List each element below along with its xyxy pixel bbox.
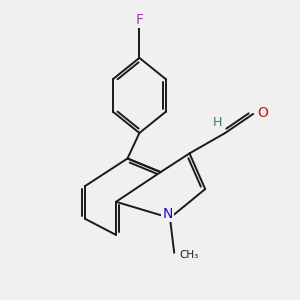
Text: N: N bbox=[163, 207, 173, 221]
Text: H: H bbox=[213, 116, 222, 129]
Text: O: O bbox=[257, 106, 268, 120]
Text: F: F bbox=[135, 13, 143, 27]
Text: CH₃: CH₃ bbox=[179, 250, 199, 260]
